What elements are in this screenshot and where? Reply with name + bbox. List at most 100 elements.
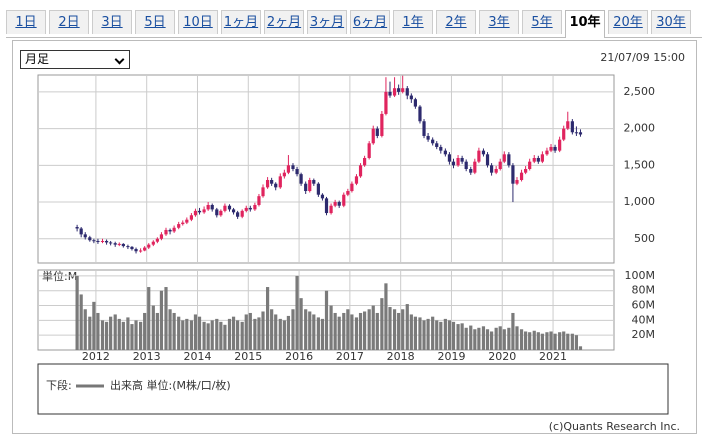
volume-bar — [494, 327, 498, 350]
period-tab[interactable]: 5年 — [522, 10, 562, 34]
volume-bar — [350, 314, 354, 350]
candle-body — [130, 246, 134, 250]
volume-bar — [443, 318, 447, 350]
period-tab[interactable]: 1年 — [393, 10, 433, 34]
candle-body — [397, 88, 401, 92]
candle-body — [451, 161, 456, 166]
candle-body — [477, 150, 481, 162]
timestamp: 21/07/09 15:00 — [600, 51, 685, 64]
volume-bar — [570, 333, 574, 350]
volume-bar — [134, 320, 138, 350]
candle-body — [181, 222, 185, 225]
volume-bar — [197, 316, 202, 350]
volume-bar — [227, 318, 232, 350]
volume-bar — [515, 326, 519, 350]
period-tab[interactable]: 5日 — [135, 10, 175, 34]
volume-bar — [447, 320, 452, 350]
candle-body — [215, 209, 219, 216]
period-tab[interactable]: 6ヶ月 — [350, 10, 390, 34]
candle-body — [528, 161, 532, 169]
volume-bar — [159, 290, 164, 350]
candle-body — [177, 224, 181, 228]
period-tab[interactable]: 10年 — [565, 10, 605, 38]
period-tab[interactable]: 30年 — [651, 10, 691, 34]
volume-bar — [113, 314, 117, 350]
candle-body — [92, 240, 96, 242]
candle-body — [168, 229, 172, 232]
candle-body — [489, 165, 494, 173]
volume-bar — [304, 309, 308, 350]
footer: (c)Quants Research Inc. — [549, 420, 680, 433]
volume-bar — [363, 311, 367, 350]
candle-body — [401, 88, 405, 92]
y-tick-label: 2,000 — [624, 122, 656, 135]
period-tab[interactable]: 1日 — [6, 10, 46, 34]
candle-body — [121, 243, 125, 247]
candle-body — [371, 128, 375, 144]
volume-bar — [380, 298, 384, 350]
candle-body — [422, 121, 426, 136]
candle-body — [236, 212, 240, 217]
x-tick-label: 2018 — [387, 350, 415, 363]
candle-body — [240, 210, 244, 217]
volume-bar — [507, 327, 511, 350]
volume-bar — [354, 317, 359, 350]
volume-bar — [96, 312, 100, 350]
volume-bar — [519, 329, 524, 350]
period-tab[interactable]: 1ヶ月 — [221, 10, 261, 34]
candle-body — [388, 91, 392, 96]
candle-body — [329, 205, 333, 214]
volume-bar — [143, 312, 147, 350]
candle-body — [109, 242, 113, 244]
period-tab[interactable]: 3年 — [479, 10, 519, 34]
period-tab[interactable]: 2年 — [436, 10, 476, 34]
candle-body — [342, 194, 346, 206]
volume-bar — [291, 309, 295, 350]
candle-body — [139, 250, 143, 252]
volume-bar — [562, 331, 566, 350]
candle-body — [231, 209, 236, 213]
volume-bar — [100, 320, 105, 350]
x-tick-label: 2021 — [539, 350, 567, 363]
candle-body — [447, 154, 452, 162]
candle-body — [350, 183, 354, 192]
candle-body — [304, 183, 308, 192]
volume-bar — [553, 333, 557, 350]
candle-body — [363, 157, 367, 166]
y-tick-label: 1,500 — [624, 158, 656, 171]
candle-body — [274, 183, 278, 188]
period-tab[interactable]: 20年 — [608, 10, 648, 34]
price-panel — [37, 74, 615, 264]
x-tick-label: 2015 — [234, 350, 262, 363]
period-tab[interactable]: 3ヶ月 — [307, 10, 347, 34]
period-select[interactable]: 月足 — [20, 50, 130, 69]
volume-bar — [299, 298, 303, 350]
candle-body — [210, 204, 214, 210]
period-tab[interactable]: 2日 — [49, 10, 89, 34]
candle-body — [257, 196, 261, 205]
volume-bar — [185, 318, 189, 350]
volume-bar — [532, 330, 536, 350]
period-tab[interactable]: 3日 — [92, 10, 132, 34]
candle-body — [549, 146, 553, 151]
volume-bar — [79, 294, 83, 350]
candle-body — [227, 205, 232, 210]
volume-bar — [324, 290, 329, 350]
volume-bar — [358, 312, 363, 350]
volume-tick-label: 100M — [625, 269, 656, 282]
candle-body — [155, 238, 159, 242]
volume-bar — [545, 332, 549, 350]
period-tab[interactable]: 2ヶ月 — [264, 10, 304, 34]
volume-bar — [489, 331, 494, 350]
candle-body — [248, 207, 252, 210]
volume-bar — [409, 314, 413, 350]
candle-body — [79, 228, 83, 235]
candle-body — [253, 204, 257, 210]
period-tab[interactable]: 10日 — [178, 10, 218, 34]
volume-bar — [333, 312, 337, 350]
candle-body — [375, 128, 379, 136]
candle-body — [104, 240, 109, 243]
volume-bar — [405, 304, 409, 350]
candle-body — [545, 150, 549, 155]
volume-bar — [431, 316, 435, 350]
